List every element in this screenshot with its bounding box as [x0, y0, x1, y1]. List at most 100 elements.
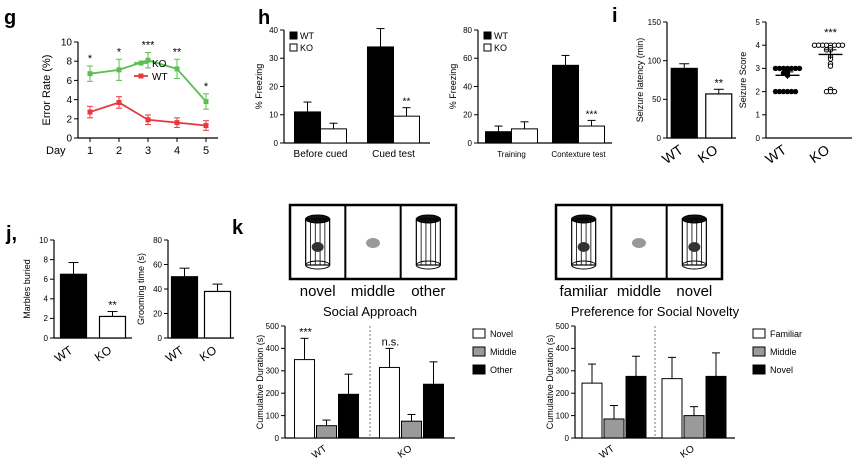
y-tick-label: 50: [652, 95, 661, 104]
significance-label: ***: [586, 109, 598, 120]
legend-swatch: [752, 328, 766, 339]
legend-label: WT: [300, 31, 314, 41]
x-tick-label: Contexture test: [551, 150, 606, 159]
cage-body: [415, 218, 441, 266]
y-tick-label: 200: [266, 389, 280, 398]
y-tick-label: 4: [756, 41, 761, 50]
panel-label-i: i: [612, 5, 618, 27]
y-tick-label: 400: [266, 344, 280, 353]
arena-label: middle: [351, 283, 395, 300]
y-axis-label: Error Rate (%): [41, 55, 53, 126]
y-axis-label: % Freezing: [448, 64, 458, 110]
mouse-icon: [311, 242, 324, 252]
x-tick-label: WT: [310, 443, 329, 461]
y-tick-label: 80: [153, 236, 162, 245]
bar-middle: [683, 415, 705, 439]
x-tick-label: 2: [116, 145, 122, 157]
data-point: [203, 99, 209, 105]
legend-label: Novel: [770, 365, 793, 375]
bar-middle: [401, 420, 422, 439]
arena-label: novel: [676, 283, 712, 300]
y-tick-label: 1: [756, 111, 761, 120]
y-tick-label: 500: [266, 322, 280, 331]
bar-ko: [393, 115, 420, 144]
data-point: [839, 42, 846, 48]
legend-swatch: [289, 43, 298, 52]
data-point: [116, 67, 122, 73]
bar-ko: [705, 93, 733, 139]
legend-label: KO: [152, 59, 167, 70]
data-point: [116, 99, 122, 105]
arena-social-novelty: familiar middle novel: [554, 203, 724, 300]
bar-wt: [485, 131, 512, 144]
y-tick-label: 150: [648, 18, 662, 27]
bar-ko: [511, 128, 538, 144]
y-axis-label: Seizure Score: [738, 52, 748, 109]
x-tick-label: KO: [197, 343, 219, 364]
x-tick-label: KO: [695, 141, 721, 166]
significance-label: *: [117, 46, 122, 58]
panel-label-j: j,: [5, 223, 17, 245]
y-tick-label: 300: [266, 367, 280, 376]
y-tick-label: 5: [756, 18, 761, 27]
x-tick-label: WT: [163, 343, 187, 366]
chart-freezing-context: 0 20 40 60 80 % Freezing Training Contexture te…: [448, 26, 612, 159]
legend-label: Other: [490, 365, 513, 375]
significance-label: *: [88, 53, 93, 65]
data-point: [87, 71, 93, 77]
mouse-icon: [577, 242, 590, 252]
x-tick-label: WT: [659, 141, 686, 167]
y-tick-label: 0: [158, 334, 163, 343]
y-tick-label: 0: [657, 134, 662, 143]
significance-label: ***: [299, 326, 313, 338]
panel-label-g: g: [4, 7, 16, 29]
y-tick-label: 10: [61, 38, 73, 49]
y-tick-label: 500: [556, 322, 570, 331]
significance-label: **: [403, 97, 411, 108]
chart-freezing-cued: 0 10 20 30 40 % Freezing Before cued Cued test *…: [254, 26, 430, 160]
chart-social-approach: Social Approach 0 100 200 300 400 500Cumulativ…: [255, 304, 517, 461]
data-point: [831, 88, 838, 95]
y-tick-label: 4: [66, 95, 72, 106]
y-tick-label: 20: [463, 111, 472, 120]
legend-swatch: [752, 346, 766, 357]
significance-label: **: [108, 300, 117, 312]
x-tick-label: KO: [806, 141, 832, 166]
y-tick-label: 6: [66, 76, 72, 87]
bar-middle: [316, 425, 337, 439]
legend-swatch: [472, 364, 486, 375]
x-tick-label: KO: [679, 443, 697, 460]
panel-label-h: h: [258, 7, 270, 29]
x-tick-label: WT: [598, 443, 617, 461]
arena-label: novel: [300, 283, 336, 300]
legend-swatch: [472, 346, 486, 357]
bar-wt: [170, 276, 199, 339]
y-tick-label: 60: [463, 54, 472, 63]
data-point: [772, 65, 779, 72]
x-tick-label: 3: [145, 145, 151, 157]
x-tick-label: KO: [92, 343, 114, 364]
y-tick-label: 6: [44, 275, 49, 284]
legend-label: Middle: [770, 347, 797, 357]
cage-body: [571, 218, 597, 266]
mouse-icon: [688, 242, 701, 252]
bar-novel: [379, 366, 400, 439]
y-axis-label: Grooming time (s): [136, 253, 146, 325]
bar-wt: [294, 111, 321, 144]
y-tick-label: 40: [153, 285, 162, 294]
arena-label: familiar: [559, 283, 607, 300]
chart-social-novelty: Preference for Social Novelty 0 100 200 300 4…: [545, 304, 802, 461]
legend-label: WT: [152, 72, 168, 83]
y-axis-label: Cumulative Duration (s): [545, 335, 555, 430]
arena-label: middle: [617, 283, 661, 300]
y-tick-label: 0: [274, 139, 279, 148]
data-point: [174, 120, 180, 126]
arena-label: other: [411, 283, 445, 300]
y-tick-label: 8: [44, 255, 49, 264]
cage-body: [681, 218, 707, 266]
y-tick-label: 8: [66, 57, 72, 68]
y-tick-label: 2: [66, 114, 72, 125]
significance-label: ***: [824, 27, 838, 39]
y-axis-label: Marbles buried: [22, 259, 32, 319]
